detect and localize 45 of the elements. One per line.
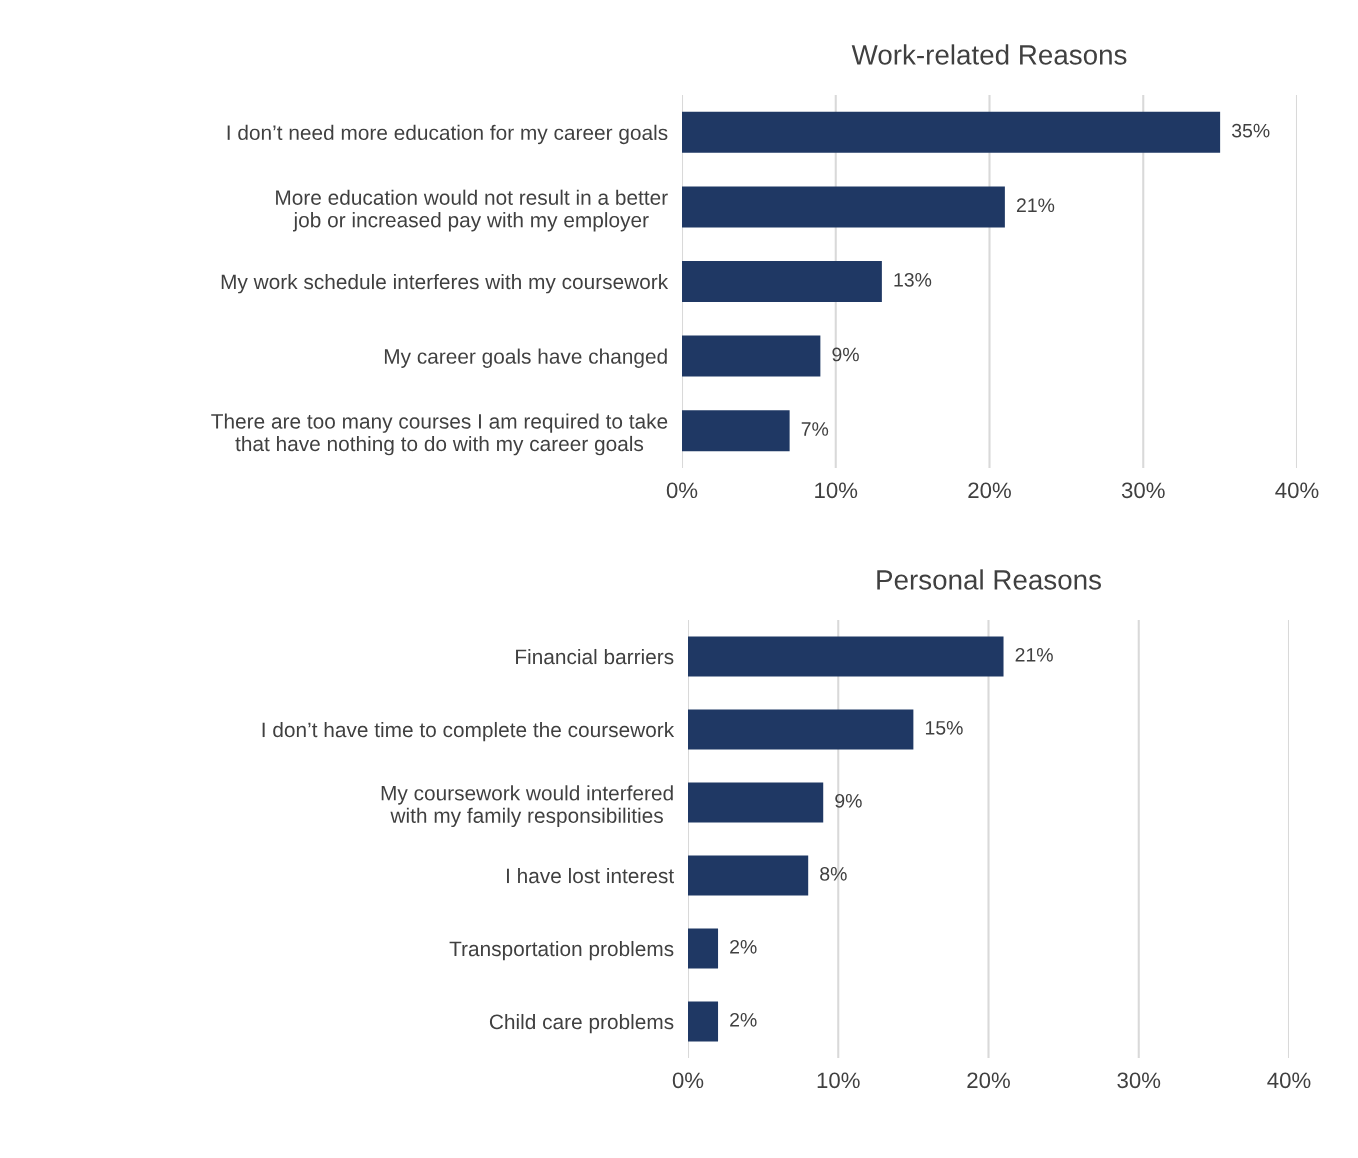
x-tick-label: 40%	[1267, 1072, 1311, 1089]
data-label: 21%	[1015, 647, 1053, 662]
y-tick-label: I don’t need more education for my career goals	[227, 124, 668, 145]
data-label: 13%	[894, 272, 932, 287]
x-tick-label: 0%	[672, 1072, 704, 1089]
y-tick-label: My coursework would interfered with my family responsibilities	[381, 785, 673, 828]
data-label: 21%	[1016, 198, 1055, 213]
y-tick-label: Financial barriers	[516, 648, 674, 665]
y-tick-label: My work schedule interferes with my coursework	[221, 273, 669, 294]
y-tick-label: There are too many courses I am required to take that have nothing to do with my career goals	[211, 413, 668, 456]
x-tick-label: 20%	[968, 482, 1011, 499]
x-tick-label: 10%	[815, 482, 858, 499]
data-label: 15%	[925, 721, 963, 735]
y-tick-label: Child care problems	[489, 1013, 674, 1034]
y-tick-label: Transportation problems	[449, 940, 674, 961]
chart-title: Personal Reasons	[877, 569, 1101, 590]
data-label: 8%	[820, 866, 847, 881]
bar	[682, 186, 1005, 228]
y-tick-label: I have lost interest	[506, 867, 674, 884]
bar	[682, 335, 821, 377]
x-tick-label: 0%	[666, 482, 698, 499]
x-tick-label: 30%	[1121, 482, 1165, 499]
bar	[682, 260, 882, 303]
bar	[688, 928, 719, 969]
bar	[688, 709, 914, 750]
y-tick-label: I don’t have time to complete the coursework	[262, 721, 675, 742]
chart-title: Work-related Reasons	[851, 44, 1127, 65]
bar	[682, 111, 1221, 153]
bar	[688, 1001, 719, 1042]
data-label: 2%	[730, 1012, 757, 1027]
data-label: 9%	[835, 793, 862, 808]
x-tick-label: 40%	[1275, 482, 1319, 499]
x-tick-label: 20%	[967, 1072, 1010, 1089]
x-tick-label: 10%	[817, 1072, 860, 1089]
y-tick-label: More education would not result in a better job or increased pay with my employer	[276, 189, 668, 232]
y-tick-label: My career goals have changed	[384, 348, 667, 368]
bar	[688, 636, 1004, 677]
x-tick-label: 30%	[1117, 1072, 1161, 1089]
data-label: 7%	[801, 422, 829, 436]
bar	[688, 782, 824, 823]
data-label: 35%	[1231, 123, 1270, 138]
bar	[688, 855, 809, 896]
bar	[682, 410, 790, 452]
data-label: 9%	[832, 347, 859, 362]
data-label: 2%	[730, 939, 757, 954]
